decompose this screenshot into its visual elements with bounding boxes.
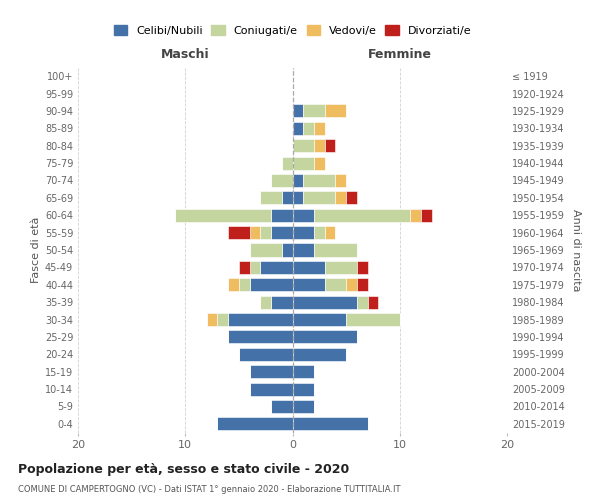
Bar (346, 192, 357, 204)
Bar (217, 418, 293, 430)
Bar (239, 278, 250, 291)
Text: Femmine: Femmine (368, 48, 432, 60)
Bar (282, 192, 293, 204)
Bar (293, 278, 325, 291)
Y-axis label: Anni di nascita: Anni di nascita (571, 209, 581, 291)
Bar (325, 278, 346, 291)
Bar (357, 261, 368, 274)
Bar (217, 313, 228, 326)
Bar (250, 244, 282, 256)
Bar (314, 139, 325, 152)
Bar (325, 226, 335, 239)
Bar (250, 382, 293, 396)
Bar (293, 330, 357, 344)
Bar (293, 244, 314, 256)
Bar (368, 296, 379, 308)
Bar (421, 208, 432, 222)
Bar (271, 226, 293, 239)
Bar (260, 261, 293, 274)
Text: Maschi: Maschi (161, 48, 209, 60)
Bar (282, 244, 293, 256)
Bar (293, 296, 357, 308)
Bar (293, 174, 303, 187)
Bar (303, 192, 335, 204)
Bar (314, 208, 410, 222)
Bar (293, 122, 303, 135)
Bar (293, 104, 303, 118)
Text: Popolazione per età, sesso e stato civile - 2020: Popolazione per età, sesso e stato civil… (18, 462, 349, 475)
Bar (325, 261, 357, 274)
Bar (282, 156, 293, 170)
Bar (239, 348, 293, 361)
Bar (293, 313, 346, 326)
Bar (293, 365, 314, 378)
Bar (314, 244, 357, 256)
Bar (271, 296, 293, 308)
Bar (228, 313, 293, 326)
Bar (271, 208, 293, 222)
Bar (206, 313, 217, 326)
Bar (314, 156, 325, 170)
Bar (250, 365, 293, 378)
Bar (335, 174, 346, 187)
Y-axis label: Fasce di età: Fasce di età (31, 217, 41, 283)
Bar (293, 348, 346, 361)
Bar (357, 296, 368, 308)
Bar (314, 122, 325, 135)
Bar (271, 174, 293, 187)
Bar (260, 192, 282, 204)
Bar (303, 174, 335, 187)
Text: COMUNE DI CAMPERTOGNO (VC) - Dati ISTAT 1° gennaio 2020 - Elaborazione TUTTITALI: COMUNE DI CAMPERTOGNO (VC) - Dati ISTAT … (18, 485, 401, 494)
Bar (250, 226, 260, 239)
Bar (293, 208, 314, 222)
Bar (228, 330, 293, 344)
Bar (271, 400, 293, 413)
Bar (346, 278, 357, 291)
Bar (239, 261, 250, 274)
Bar (293, 156, 314, 170)
Bar (260, 226, 271, 239)
Bar (250, 261, 260, 274)
Bar (228, 226, 250, 239)
Bar (325, 139, 335, 152)
Bar (293, 400, 314, 413)
Bar (303, 104, 325, 118)
Bar (314, 226, 325, 239)
Bar (293, 418, 368, 430)
Bar (357, 278, 368, 291)
Bar (346, 313, 400, 326)
Bar (293, 139, 314, 152)
Bar (250, 278, 293, 291)
Bar (335, 192, 346, 204)
Bar (293, 382, 314, 396)
Bar (260, 296, 271, 308)
Bar (293, 192, 303, 204)
Bar (410, 208, 421, 222)
Bar (228, 278, 239, 291)
Bar (175, 208, 271, 222)
Bar (293, 261, 325, 274)
Bar (325, 104, 346, 118)
Bar (293, 226, 314, 239)
Bar (303, 122, 314, 135)
Legend: Celibi/Nubili, Coniugati/e, Vedovi/e, Divorziati/e: Celibi/Nubili, Coniugati/e, Vedovi/e, Di… (110, 22, 475, 39)
